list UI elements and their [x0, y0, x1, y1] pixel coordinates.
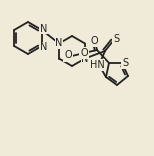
Text: S: S — [113, 34, 119, 44]
Text: S: S — [122, 58, 128, 68]
Text: N: N — [40, 42, 48, 53]
Text: N: N — [55, 39, 63, 49]
Text: O: O — [90, 36, 98, 46]
Text: N: N — [81, 54, 89, 63]
Text: N: N — [40, 24, 47, 34]
Text: O: O — [64, 51, 72, 61]
Text: HN: HN — [90, 60, 104, 70]
Text: O: O — [64, 50, 72, 60]
Text: O: O — [80, 48, 88, 58]
